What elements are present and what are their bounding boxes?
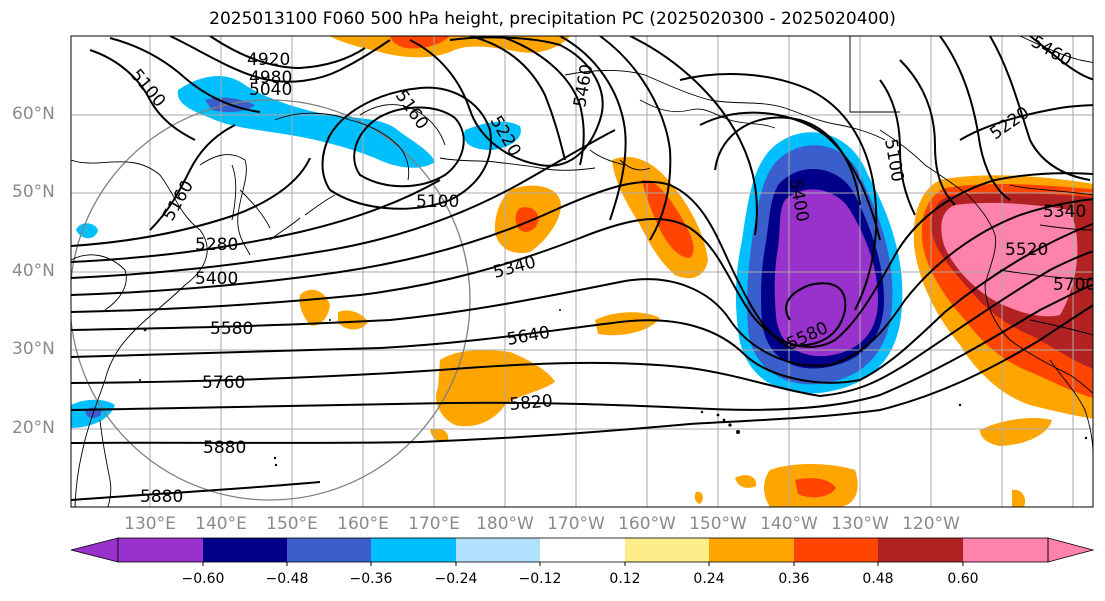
lon-label: 140°W xyxy=(760,514,818,534)
lon-label: 160°W xyxy=(618,514,676,534)
colorbar-tick-label: −0.60 xyxy=(181,571,225,587)
contour-label: 5520 xyxy=(1005,240,1048,260)
coastlines xyxy=(71,36,1093,507)
pacific-islands xyxy=(139,309,1088,467)
colorbar-tick-label: −0.24 xyxy=(434,571,478,587)
map-frame xyxy=(70,35,1094,508)
lon-label: 140°E xyxy=(195,514,247,534)
map-title: 2025013100 F060 500 hPa height, precipit… xyxy=(209,9,896,29)
lon-label: 170°E xyxy=(408,514,460,534)
lat-label: 60°N xyxy=(12,104,55,124)
contour-label: 5880 xyxy=(140,487,183,507)
contour-label: 5880 xyxy=(203,438,246,458)
contour-label: 5040 xyxy=(249,80,292,100)
lon-label: 130°W xyxy=(831,514,889,534)
lat-label: 30°N xyxy=(12,339,55,359)
contour-label: 5700 xyxy=(1053,275,1096,295)
lon-label: 170°W xyxy=(547,514,605,534)
lat-label: 40°N xyxy=(12,261,55,281)
precipitation-shading xyxy=(71,36,1093,507)
colorbar-tick-label: −0.36 xyxy=(349,571,393,587)
contour-label: 5340 xyxy=(1043,202,1086,222)
contour-label: 5400 xyxy=(195,269,238,289)
contour-label: 4980 xyxy=(249,68,292,88)
contour-label: 4920 xyxy=(247,50,290,70)
colorbar-extend-low xyxy=(70,537,119,563)
domain-ring xyxy=(71,99,471,501)
lon-label: 150°E xyxy=(266,514,318,534)
lat-label: 50°N xyxy=(12,182,55,202)
lon-label: 120°W xyxy=(902,514,960,534)
lon-label: 160°E xyxy=(337,514,389,534)
contour-label: 5580 xyxy=(210,319,253,339)
colorbar-tick-label: 0.12 xyxy=(609,571,641,587)
contour-label: 5760 xyxy=(202,373,245,393)
lat-label: 20°N xyxy=(12,418,55,438)
lon-label: 150°W xyxy=(689,514,747,534)
colorbar-tick-label: −0.12 xyxy=(518,571,562,587)
contour-label: 5280 xyxy=(195,235,238,255)
colorbar-tick-label: 0.36 xyxy=(778,571,810,587)
colorbar xyxy=(70,537,1095,566)
colorbar-tick-label: 0.24 xyxy=(693,571,725,587)
contour-label: 5820 xyxy=(509,391,554,415)
colorbar-tick-label: 0.60 xyxy=(947,571,979,587)
colorbar-tick-label: 0.48 xyxy=(862,571,894,587)
contour-label: 5100 xyxy=(416,192,459,212)
colorbar-extend-high xyxy=(1047,537,1095,563)
colorbar-tick-label: −0.48 xyxy=(265,571,309,587)
lon-label: 130°E xyxy=(124,514,176,534)
lon-label: 180°W xyxy=(476,514,534,534)
height-contours xyxy=(71,36,1093,501)
